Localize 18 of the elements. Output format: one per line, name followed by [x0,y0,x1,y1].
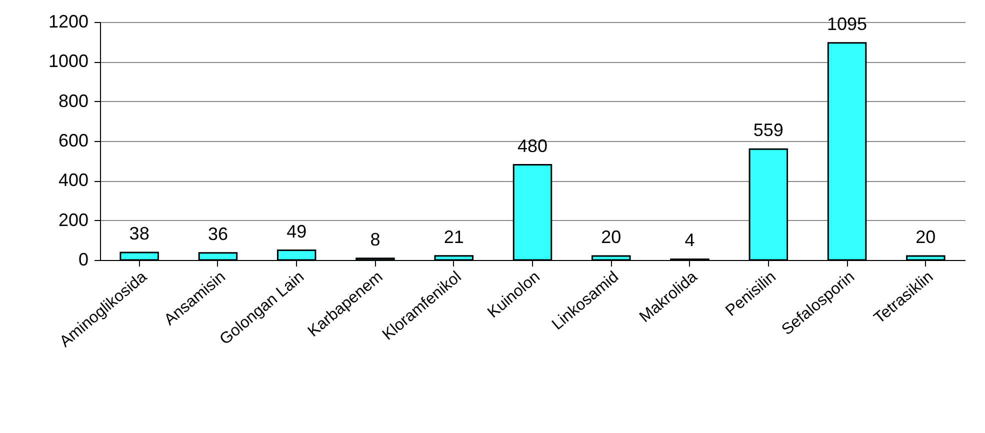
y-tick-label: 800 [58,90,88,111]
data-label: 480 [517,136,548,156]
data-label: 20 [916,227,936,248]
data-label: 4 [684,230,695,250]
data-label: 20 [601,227,622,248]
y-tick-label: 600 [58,130,88,150]
y-tick-label: 1000 [48,51,88,72]
y-tick-label: 200 [58,210,88,230]
data-label: 49 [286,221,307,242]
data-label: 36 [208,224,228,244]
y-tick-label: 1200 [48,12,88,32]
y-tick-label: 400 [58,170,88,190]
data-label: 1095 [827,14,868,34]
data-label: 38 [129,223,150,244]
data-label: 8 [370,229,380,250]
y-tick-label: 0 [78,250,88,270]
data-label: 21 [444,226,464,247]
data-label: 559 [753,120,784,140]
